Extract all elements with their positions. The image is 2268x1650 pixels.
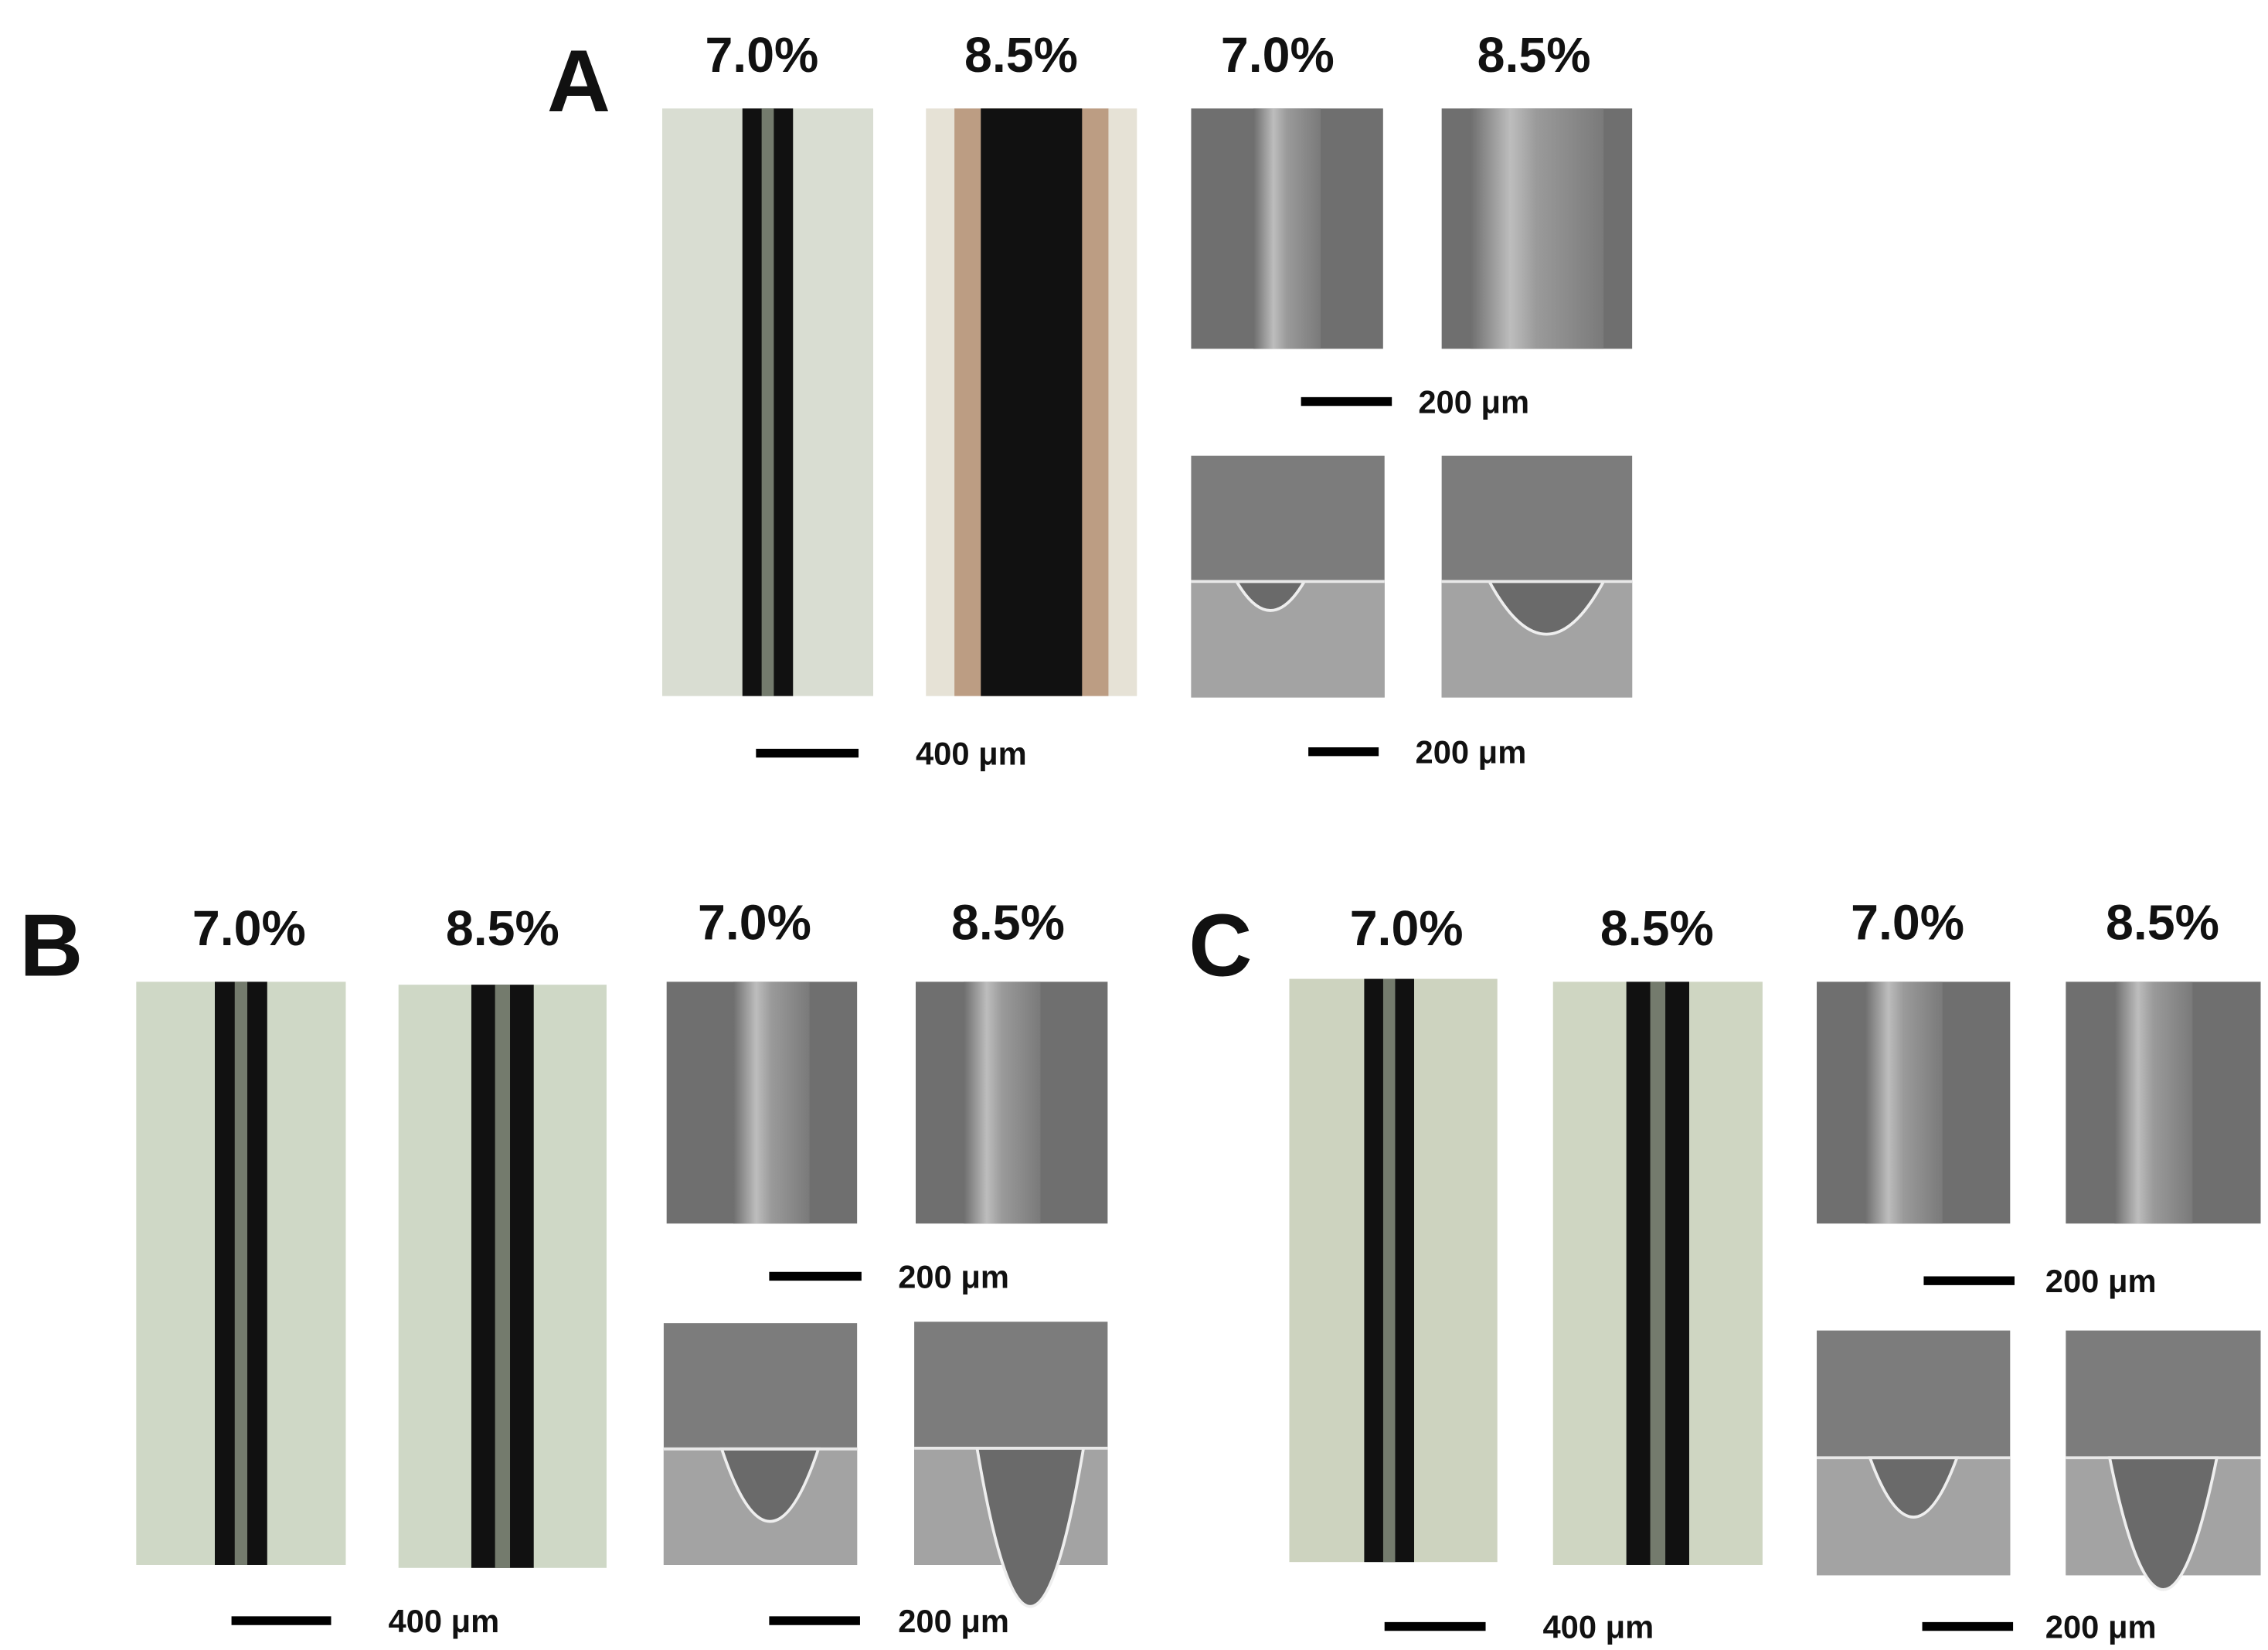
sem-cross-section [663, 1323, 858, 1565]
scale-bar-label: 400 μm [916, 735, 1027, 771]
column-header: 7.0% [192, 900, 306, 956]
column-header: 8.5% [2106, 894, 2219, 950]
channel-center [234, 981, 248, 1565]
optical-micrograph [136, 981, 346, 1565]
sem-cross-section [1441, 455, 1633, 698]
optical-micrograph [1552, 981, 1763, 1565]
sem-cross-section [2066, 1330, 2261, 1591]
scale-bar-label: 200 μm [1416, 734, 1527, 771]
panel-label: C [1188, 896, 1252, 995]
sem-top-view [1191, 108, 1383, 349]
channel-center [761, 108, 774, 696]
groove [1868, 1456, 1960, 1519]
sem-top-view [1817, 981, 2011, 1224]
column-header: 8.5% [1477, 27, 1591, 83]
scale-bar-label: 400 μm [388, 1603, 499, 1639]
groove [975, 1447, 1086, 1608]
sem-channel [733, 981, 810, 1224]
sem-top-view [666, 981, 858, 1224]
column-header: 8.5% [964, 27, 1078, 83]
column-header: 7.0% [698, 894, 811, 950]
column-header: 8.5% [446, 900, 559, 956]
sem-channel [1470, 108, 1604, 349]
scale-bar-label: 200 μm [898, 1603, 1009, 1639]
optical-micrograph [661, 108, 874, 696]
optical-micrograph [926, 108, 1137, 696]
sem-channel [2114, 981, 2193, 1224]
column-header: 7.0% [1851, 894, 1964, 950]
column-header: 7.0% [1221, 27, 1335, 83]
sem-channel [1253, 108, 1321, 349]
groove [2107, 1456, 2219, 1591]
channel-center [495, 985, 511, 1568]
column-header: 8.5% [1600, 900, 1714, 956]
optical-micrograph [1289, 978, 1498, 1563]
groove [1233, 580, 1307, 612]
scale-bar-label: 200 μm [2045, 1608, 2157, 1645]
column-header: 7.0% [705, 27, 818, 83]
sem-channel [1865, 981, 1943, 1224]
groove [719, 1447, 821, 1523]
sem-cross-section [1191, 455, 1385, 698]
scale-bar-label: 200 μm [898, 1258, 1009, 1294]
sem-cross-section [1817, 1330, 2011, 1576]
scale-bar-label: 400 μm [1542, 1608, 1654, 1645]
scale-bar-label: 200 μm [2045, 1263, 2157, 1299]
sem-top-view [915, 981, 1108, 1224]
sem-top-view [2066, 981, 2261, 1224]
panel-label: B [19, 896, 83, 995]
groove [1487, 580, 1607, 636]
sem-cross-section [914, 1322, 1108, 1608]
column-header: 8.5% [951, 894, 1065, 950]
channel-center [1382, 978, 1396, 1563]
channel-center [1650, 981, 1666, 1565]
panel-label: A [547, 32, 610, 131]
scale-bar-label: 200 μm [1418, 383, 1529, 420]
channel [981, 108, 1083, 696]
column-header: 7.0% [1350, 900, 1464, 956]
optical-micrograph [398, 985, 607, 1568]
sem-top-view [1441, 108, 1633, 349]
sem-channel [964, 981, 1041, 1224]
